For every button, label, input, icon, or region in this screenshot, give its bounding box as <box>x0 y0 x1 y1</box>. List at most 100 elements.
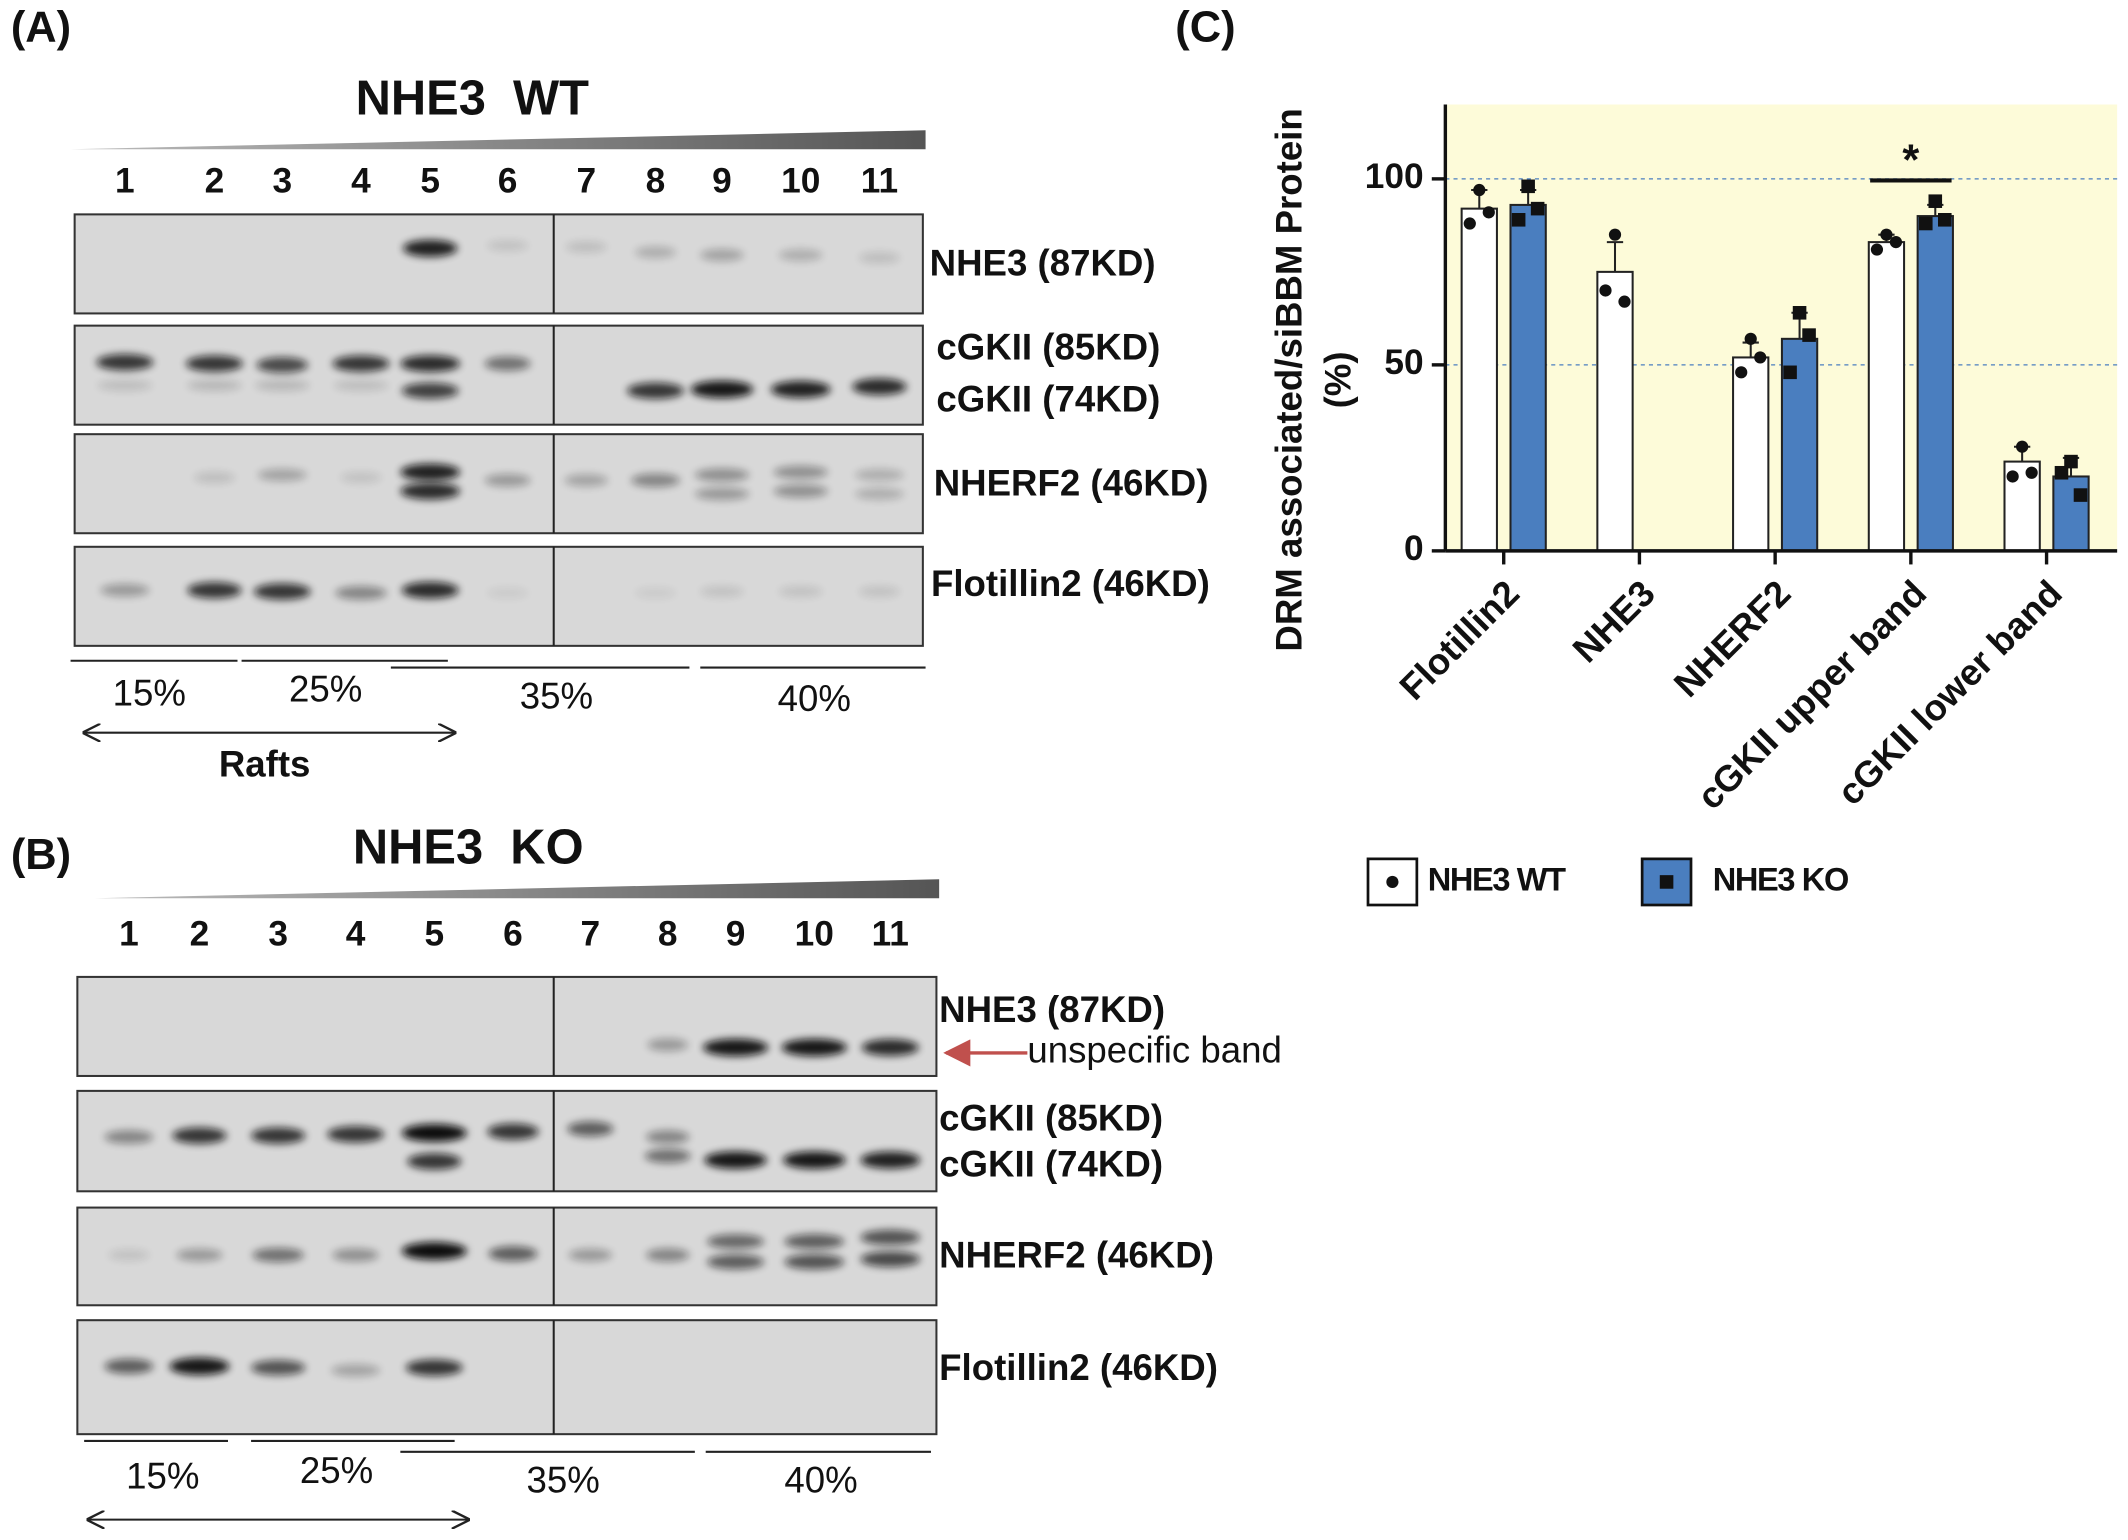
panel-label: (A) <box>11 3 71 51</box>
band <box>401 382 459 399</box>
band <box>694 468 750 482</box>
lane-number: 3 <box>268 915 288 954</box>
band-label: NHERF2 (46KD) <box>939 1234 1214 1275</box>
lane-number: 2 <box>205 161 225 200</box>
band <box>567 1121 614 1137</box>
bar <box>1916 215 1954 552</box>
lane-number: 6 <box>498 161 518 200</box>
gradient-label: 35% <box>520 675 593 716</box>
band <box>852 378 907 396</box>
band <box>185 355 243 372</box>
band <box>861 1039 919 1056</box>
band <box>484 473 531 487</box>
data-point <box>1889 236 1903 249</box>
lane-number: 8 <box>646 161 666 200</box>
blot <box>76 975 938 1077</box>
band <box>631 473 680 488</box>
lane-number: 6 <box>503 915 523 954</box>
data-point <box>2006 470 2019 483</box>
lane-number: 11 <box>861 161 898 200</box>
legend-label: NHE3 KO <box>1713 862 1848 898</box>
band <box>252 1247 304 1263</box>
band <box>327 1126 385 1143</box>
band <box>646 1248 690 1262</box>
data-point <box>1618 295 1631 308</box>
lane-number: 10 <box>795 915 834 954</box>
lane-number: 9 <box>712 161 732 200</box>
band <box>784 1254 845 1270</box>
bar <box>2052 475 2090 552</box>
band <box>401 1124 467 1142</box>
bar <box>1732 356 1770 552</box>
band <box>108 1249 150 1261</box>
gradient-label: 25% <box>289 669 362 710</box>
band <box>564 474 608 487</box>
band <box>565 241 607 253</box>
band <box>172 1127 227 1144</box>
band <box>400 355 461 372</box>
legend-marker <box>1386 875 1399 889</box>
data-point <box>1928 194 1943 208</box>
band <box>770 380 831 398</box>
band <box>256 357 309 373</box>
lane-number: 5 <box>420 161 440 200</box>
band <box>646 1130 690 1144</box>
band <box>779 585 823 598</box>
data-point <box>2073 488 2088 502</box>
blot <box>76 1319 938 1436</box>
band <box>773 465 828 479</box>
band <box>340 471 382 484</box>
band-label: NHE3 (87KD) <box>930 243 1156 284</box>
lane-number: 7 <box>581 915 601 954</box>
band <box>257 468 307 482</box>
data-point <box>1599 284 1612 297</box>
band <box>855 487 904 500</box>
bar <box>1509 203 1547 552</box>
band <box>855 468 904 481</box>
band <box>703 1038 769 1057</box>
band <box>487 587 528 599</box>
band-label: NHE3 (87KD) <box>939 989 1165 1030</box>
data-point <box>1473 183 1486 197</box>
band <box>635 246 676 259</box>
significance-label: * <box>1902 136 1919 184</box>
band <box>176 1248 223 1262</box>
band <box>627 382 684 399</box>
band <box>405 1359 463 1376</box>
band <box>860 1151 921 1169</box>
band <box>694 487 750 501</box>
data-point <box>1735 366 1748 379</box>
bar <box>1460 207 1498 552</box>
band <box>332 1248 379 1262</box>
band <box>707 1234 765 1249</box>
band <box>187 379 242 392</box>
y-tick-label: 100 <box>1365 157 1424 196</box>
note: unspecific band <box>1027 1030 1282 1071</box>
data-point <box>1530 201 1545 216</box>
band <box>647 1038 689 1052</box>
band <box>401 581 459 599</box>
data-point <box>1802 328 1816 342</box>
gradient-label: 40% <box>784 1460 857 1501</box>
band <box>401 1242 467 1260</box>
band <box>635 587 676 599</box>
band <box>407 1153 462 1170</box>
band <box>860 1229 921 1246</box>
band <box>331 1364 380 1377</box>
lane-number: 2 <box>190 915 210 954</box>
band <box>488 1246 538 1262</box>
bar <box>1596 270 1634 552</box>
band-label: NHERF2 (46KD) <box>934 462 1209 503</box>
data-point <box>2054 465 2069 480</box>
gradient-wedge <box>70 130 926 150</box>
lane-number: 5 <box>424 915 444 954</box>
band-label: cGKII (74KD) <box>939 1144 1163 1185</box>
gradient-label: 25% <box>300 1450 373 1491</box>
band <box>700 585 744 598</box>
data-point <box>1482 206 1495 219</box>
y-tick-label: 0 <box>1404 529 1424 568</box>
data-point <box>1870 243 1884 256</box>
data-point <box>1754 351 1767 364</box>
band <box>403 239 458 257</box>
